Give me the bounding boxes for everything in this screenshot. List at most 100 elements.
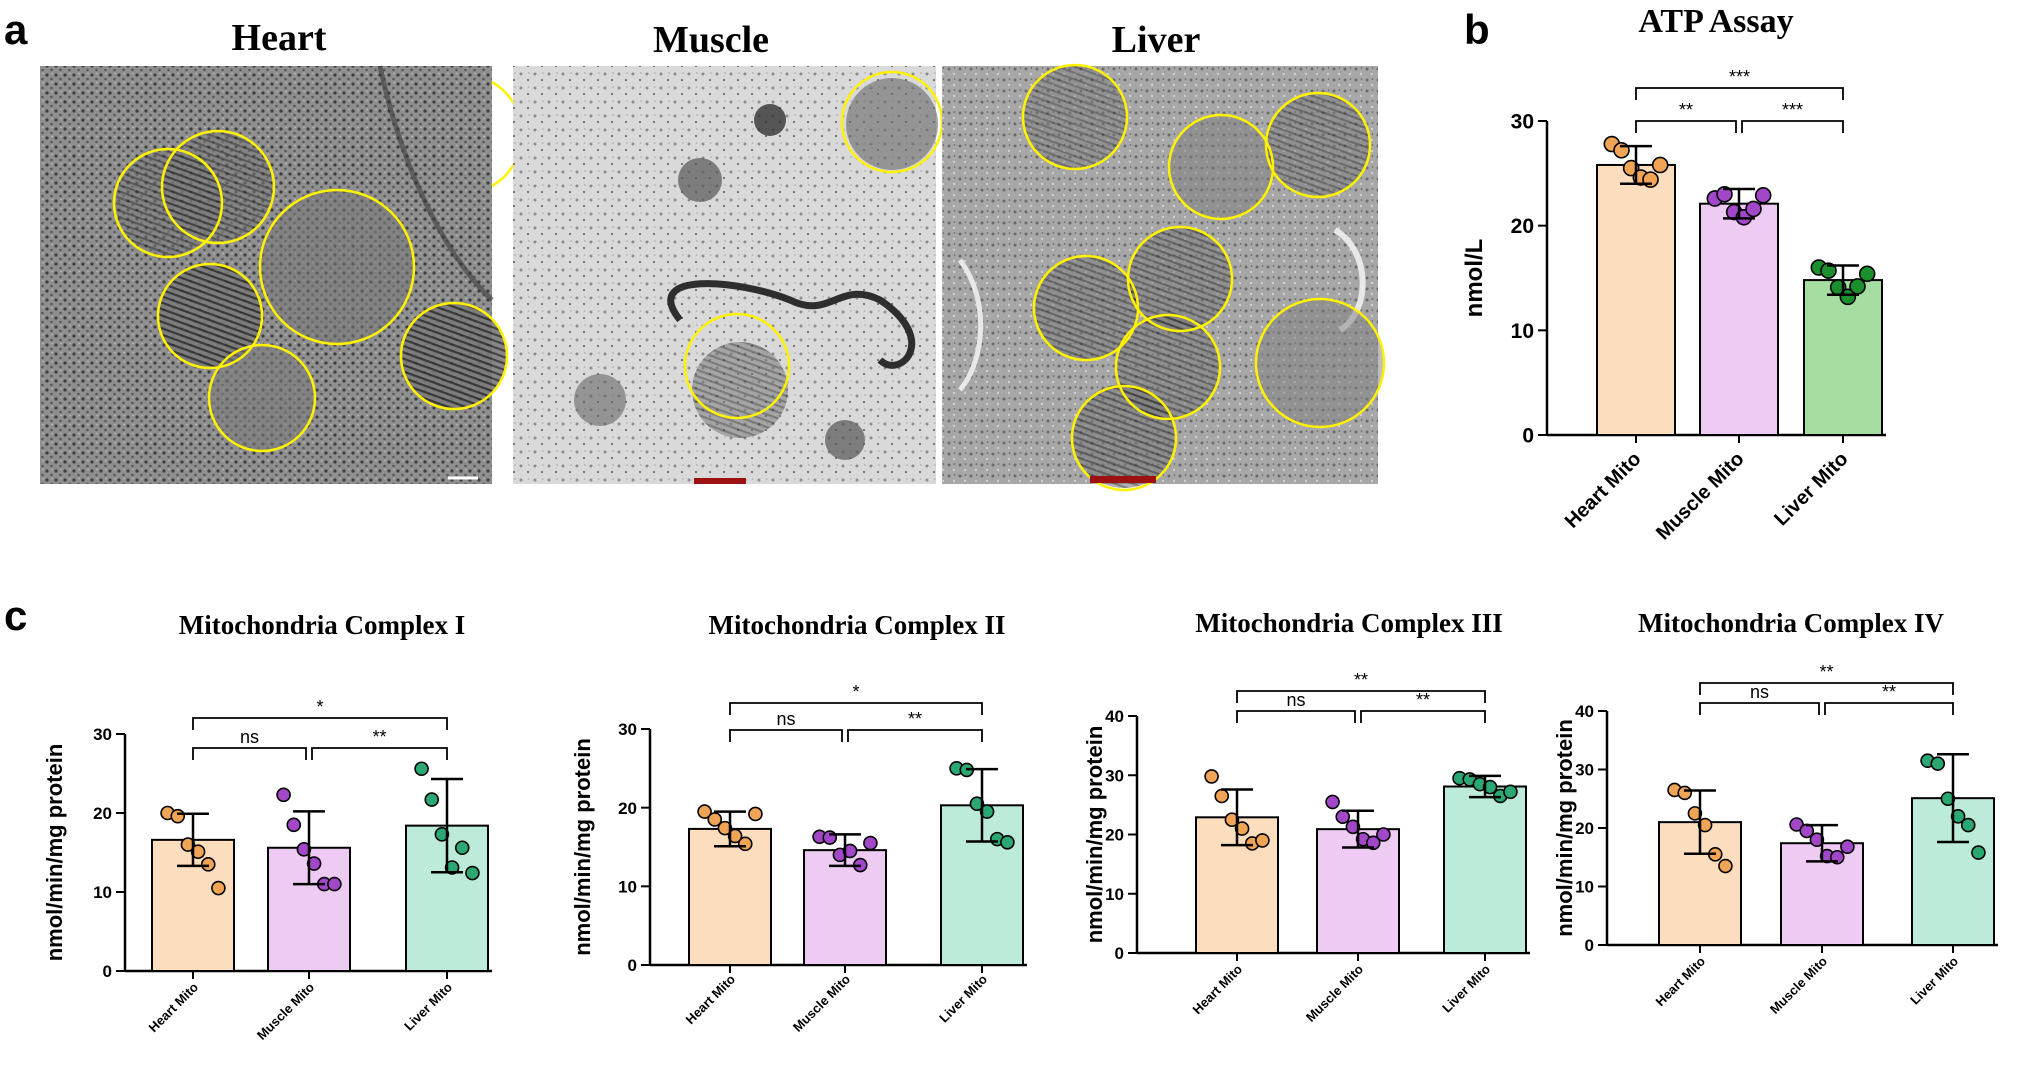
significance-label: ns — [240, 727, 259, 747]
significance-bracket — [1741, 120, 1844, 133]
x-category-label: Liver Mito — [401, 979, 455, 1033]
x-category-label: Muscle Mito — [1652, 448, 1748, 544]
complex-ii-chart: Mitochondria Complex II 0 10 20 30 nmol/min/m… — [570, 610, 1027, 1035]
significance-bracket — [1360, 710, 1486, 723]
bar — [1596, 163, 1676, 437]
data-point — [1849, 278, 1866, 295]
data-point — [1745, 200, 1762, 218]
y-axis-label: nmol/min/mg protein — [1552, 719, 1577, 937]
y-axis-label: nmol/min/mg protein — [570, 738, 595, 956]
significance-bracket — [729, 729, 843, 742]
data-point — [1950, 808, 1966, 824]
data-point — [424, 792, 440, 807]
y-tick-label: 30 — [1511, 111, 1534, 134]
y-tick-label: 40 — [1105, 707, 1124, 726]
data-point — [1718, 858, 1733, 874]
chart-title: ATP Assay — [1638, 3, 1793, 40]
bar — [1803, 279, 1883, 436]
data-point — [1754, 187, 1772, 204]
chart-title: Mitochondria Complex II — [709, 610, 1006, 640]
data-point — [969, 796, 985, 812]
data-point — [1214, 788, 1230, 804]
data-point — [1789, 817, 1804, 832]
x-category-label: Liver Mito — [1770, 448, 1852, 530]
data-point — [1930, 756, 1946, 771]
x-category-label: Muscle Mito — [254, 979, 317, 1042]
data-point — [707, 812, 723, 827]
data-point — [1858, 265, 1876, 283]
data-point — [1335, 809, 1351, 825]
data-point — [1204, 769, 1219, 784]
atp-assay-chart: ATP Assay 0 10 20 30 nmol/L Heart Mito Muscle M… — [1461, 3, 1886, 544]
significance-label: ns — [776, 709, 795, 729]
data-point — [1940, 791, 1956, 807]
significance-label: ** — [1679, 100, 1693, 120]
significance-label: * — [316, 697, 323, 717]
data-point — [1224, 812, 1240, 827]
data-point — [276, 787, 291, 803]
y-tick-label: 20 — [1575, 819, 1594, 838]
y-axis-label: nmol/min/mg protein — [42, 744, 67, 962]
x-category-label: Liver Mito — [1439, 961, 1493, 1015]
x-category-label: Muscle Mito — [790, 971, 853, 1034]
y-tick-label: 0 — [1115, 944, 1124, 963]
data-point — [296, 842, 312, 857]
panel-a-label: a — [4, 6, 28, 53]
y-tick-label: 30 — [1105, 766, 1124, 785]
panel-b-label: b — [1464, 6, 1490, 53]
data-point — [842, 843, 858, 859]
significance-bracket — [192, 747, 307, 760]
data-point — [1482, 779, 1498, 795]
data-point — [434, 827, 450, 842]
data-point — [1365, 835, 1381, 851]
y-axis-label: nmol/min/mg protein — [1082, 726, 1107, 944]
data-point — [863, 835, 878, 851]
x-category-label: Heart Mito — [146, 979, 202, 1035]
y-tick-label: 40 — [1575, 702, 1594, 721]
x-category-label: Liver Mito — [936, 971, 990, 1025]
data-point — [717, 820, 733, 836]
y-tick-label: 20 — [618, 799, 637, 818]
significance-label: ** — [1819, 662, 1833, 682]
x-category-label: Heart Mito — [1653, 953, 1709, 1009]
data-point — [1687, 806, 1703, 821]
complex-iv-chart: Mitochondria Complex IV 0 10 20 30 40nmol/min… — [1552, 608, 1998, 1017]
data-point — [454, 840, 470, 856]
bar — [1316, 828, 1400, 954]
data-point — [1697, 817, 1713, 833]
complex-i-chart: Mitochondria Complex I 0 10 20 30 nmol/min/mg… — [42, 610, 492, 1043]
y-tick-label: 10 — [618, 877, 637, 896]
data-point — [180, 837, 196, 852]
data-point — [1376, 827, 1391, 842]
significance-bracket — [311, 747, 448, 760]
bar — [1443, 785, 1527, 954]
panel-c-label: c — [4, 592, 27, 639]
bar — [688, 827, 772, 967]
chart-title: Mitochondria Complex IV — [1638, 608, 1944, 638]
y-tick-label: 0 — [1522, 425, 1534, 448]
complex-iii-chart: Mitochondria Complex III 0 10 20 30 40nmol/mi… — [1082, 608, 1530, 1025]
significance-bracket — [1236, 690, 1486, 703]
x-category-label: Heart Mito — [683, 971, 739, 1027]
x-category-label: Heart Mito — [1561, 448, 1646, 533]
significance-label: ** — [908, 709, 922, 729]
data-point — [1960, 817, 1976, 833]
significance-label: *** — [1782, 100, 1803, 120]
data-point — [190, 844, 206, 860]
micrograph-title-liver: Liver — [1112, 19, 1201, 61]
y-tick-label: 20 — [1105, 826, 1124, 845]
significance-label: ** — [1354, 670, 1368, 690]
data-point — [465, 865, 480, 881]
significance-bracket — [1635, 120, 1737, 133]
data-point — [211, 880, 226, 896]
significance-bracket — [192, 717, 448, 730]
data-point — [1971, 845, 1986, 860]
data-point — [286, 817, 302, 833]
micrograph-heart — [40, 65, 524, 484]
data-point — [1809, 832, 1825, 848]
bar — [803, 849, 887, 966]
data-point — [1325, 794, 1340, 810]
x-category-label: Heart Mito — [1190, 961, 1246, 1017]
significance-label: ns — [1750, 682, 1769, 702]
